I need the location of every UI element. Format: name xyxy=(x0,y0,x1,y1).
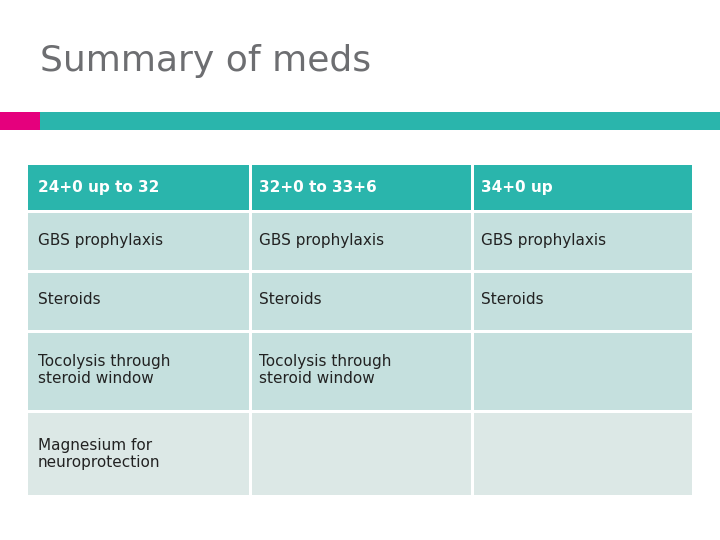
Bar xyxy=(249,210,471,270)
Bar xyxy=(471,330,692,410)
Bar xyxy=(249,410,471,498)
Bar xyxy=(249,410,252,498)
Bar xyxy=(249,270,471,273)
Bar xyxy=(471,210,692,270)
Bar xyxy=(471,410,692,498)
Bar xyxy=(471,330,474,410)
Bar xyxy=(249,330,471,333)
Bar xyxy=(471,210,692,213)
Text: Tocolysis through
steroid window: Tocolysis through steroid window xyxy=(38,354,171,386)
Bar xyxy=(40,112,720,130)
Bar xyxy=(249,165,252,210)
Text: GBS prophylaxis: GBS prophylaxis xyxy=(481,233,606,247)
Text: 24+0 up to 32: 24+0 up to 32 xyxy=(38,180,159,195)
Text: GBS prophylaxis: GBS prophylaxis xyxy=(259,233,384,247)
Bar xyxy=(471,270,692,330)
Bar xyxy=(471,165,692,210)
Text: 34+0 up: 34+0 up xyxy=(481,180,552,195)
Text: GBS prophylaxis: GBS prophylaxis xyxy=(38,233,163,247)
Bar xyxy=(28,410,249,498)
Bar xyxy=(28,410,249,413)
Text: Tocolysis through
steroid window: Tocolysis through steroid window xyxy=(259,354,392,386)
Bar xyxy=(28,330,249,410)
Bar xyxy=(471,165,474,210)
Bar xyxy=(28,495,692,498)
Bar xyxy=(249,210,252,270)
Bar xyxy=(249,210,471,213)
Bar xyxy=(249,270,252,330)
Bar xyxy=(471,270,474,330)
Bar xyxy=(28,210,249,213)
Bar xyxy=(249,330,252,410)
Bar xyxy=(28,210,249,270)
Text: Summary of meds: Summary of meds xyxy=(40,44,371,78)
Bar xyxy=(249,410,471,413)
Bar xyxy=(471,210,474,270)
Text: 32+0 to 33+6: 32+0 to 33+6 xyxy=(259,180,377,195)
Text: Magnesium for
neuroprotection: Magnesium for neuroprotection xyxy=(38,438,161,470)
Text: Steroids: Steroids xyxy=(38,293,101,307)
Text: Steroids: Steroids xyxy=(259,293,322,307)
Bar xyxy=(28,270,249,273)
Bar xyxy=(28,270,249,330)
Text: Steroids: Steroids xyxy=(481,293,544,307)
Bar xyxy=(471,330,692,333)
Bar xyxy=(28,165,249,210)
Bar xyxy=(471,270,692,273)
Bar xyxy=(471,410,474,498)
Bar xyxy=(249,270,471,330)
Bar xyxy=(471,410,692,413)
Bar xyxy=(28,330,249,333)
Bar xyxy=(0,112,40,130)
Bar xyxy=(249,330,471,410)
Bar xyxy=(249,165,471,210)
